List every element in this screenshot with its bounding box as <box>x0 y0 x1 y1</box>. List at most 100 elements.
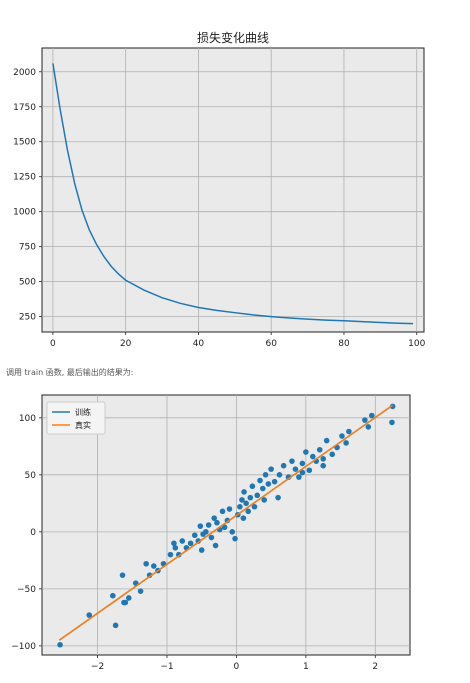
regression-y-tick-label: 0 <box>30 528 36 538</box>
scatter-point <box>122 599 129 606</box>
scatter-point <box>219 508 226 515</box>
scatter-point <box>221 524 228 531</box>
scatter-point <box>369 412 375 419</box>
scatter-point <box>57 641 63 648</box>
scatter-point <box>320 456 327 462</box>
scatter-point <box>254 492 261 499</box>
scatter-point <box>389 403 396 410</box>
regression-x-tick-label: −1 <box>160 662 173 672</box>
scatter-point <box>320 462 327 469</box>
scatter-point <box>346 428 352 435</box>
loss-grid <box>42 48 424 332</box>
scatter-point <box>268 466 274 472</box>
scatter-point <box>241 489 247 495</box>
scatter-point <box>212 542 219 549</box>
scatter-point <box>198 547 205 553</box>
regression-x-tick-label: 0 <box>234 662 240 672</box>
scatter-point <box>299 469 306 476</box>
regression-y-tick-label: 100 <box>19 414 36 424</box>
regression-x-tick-label: 2 <box>372 662 378 672</box>
loss-x-ticks: 0 20 40 60 80 100 <box>50 332 426 349</box>
scatter-point <box>125 595 132 601</box>
scatter-point <box>146 572 153 578</box>
regression-y-tick-label: 50 <box>25 471 37 481</box>
scatter-point <box>119 572 126 578</box>
scatter-point <box>226 506 233 512</box>
scatter-point <box>179 538 186 544</box>
scatter-point <box>251 503 258 510</box>
scatter-point <box>257 477 263 484</box>
scatter-point <box>240 515 247 521</box>
scatter-point <box>214 519 220 526</box>
scatter-point <box>197 523 204 529</box>
regression-y-tick-label: −50 <box>17 585 36 595</box>
scatter-point <box>237 503 243 510</box>
scatter-point <box>187 540 194 547</box>
scatter-point <box>362 417 368 423</box>
loss-y-tick-label: 1750 <box>13 103 36 113</box>
scatter-point <box>289 458 295 464</box>
loss-series-line <box>52 63 414 325</box>
loss-x-tick-label: 40 <box>193 339 205 349</box>
scatter-point <box>211 515 217 521</box>
scatter-point <box>265 481 272 487</box>
loss-x-tick-label: 100 <box>408 339 425 349</box>
regression-chart: −2 −1 0 1 2 −100 −50 0 50 100 训练 真实 <box>0 380 470 683</box>
scatter-point <box>280 462 287 469</box>
scatter-point <box>150 563 157 569</box>
legend-box <box>46 401 106 435</box>
regression-x-tick-label: 1 <box>303 662 309 672</box>
scatter-point <box>239 497 245 503</box>
loss-y-tick-label: 750 <box>19 243 36 253</box>
scatter-point <box>343 440 349 446</box>
scatter-point <box>292 466 299 472</box>
regression-x-ticks: −2 −1 0 1 2 <box>91 655 378 672</box>
scatter-point <box>271 478 278 485</box>
true-line <box>58 404 394 641</box>
loss-chart: 损失变化曲线 0 20 40 60 80 100 250 500 750 1000 1250 150… <box>13 30 426 349</box>
scatter-point <box>191 532 198 539</box>
scatter-point <box>137 588 144 594</box>
scatter-point <box>365 424 372 430</box>
scatter-point <box>208 534 215 541</box>
scatter-point <box>275 494 281 501</box>
scatter-point <box>309 453 316 460</box>
regression-y-ticks: −100 −50 0 50 100 <box>11 414 42 652</box>
scatter-point <box>232 535 238 542</box>
scatter-point <box>389 419 395 426</box>
scatter-point <box>245 508 252 515</box>
loss-y-tick-label: 1500 <box>13 138 36 148</box>
scatter-point <box>112 622 119 629</box>
scatter-point <box>260 485 266 492</box>
scatter-point <box>276 472 283 478</box>
scatter-point <box>172 545 179 551</box>
loss-y-tick-label: 2000 <box>13 68 36 78</box>
scatter-point <box>167 551 174 558</box>
loss-y-ticks: 250 500 750 1000 1250 1500 1750 2000 <box>13 68 42 323</box>
loss-y-tick-label: 1250 <box>13 173 36 183</box>
scatter-point <box>143 560 149 567</box>
caption-text: 调用 train 函数, 最后输出的结果为: <box>6 368 134 377</box>
scatter-point <box>339 433 345 439</box>
regression-x-tick-label: −2 <box>91 662 104 672</box>
regression-y-tick-label: −100 <box>11 642 36 652</box>
scatter-point <box>203 529 209 535</box>
scatter-point <box>195 538 202 544</box>
scatter-point <box>316 446 323 453</box>
scatter-point <box>110 592 116 599</box>
legend: 训练 真实 <box>46 401 106 435</box>
scatter-point <box>306 467 313 474</box>
loss-x-tick-label: 60 <box>265 339 277 349</box>
scatter-point <box>229 529 236 535</box>
loss-y-tick-label: 500 <box>19 278 36 288</box>
scatter-point <box>303 449 309 455</box>
scatter-point <box>86 612 93 618</box>
scatter-point <box>171 540 177 547</box>
scatter-point <box>175 551 182 558</box>
loss-chart-title: 损失变化曲线 <box>197 30 269 45</box>
scatter-point <box>323 437 330 444</box>
regression-grid <box>42 395 410 655</box>
loss-y-tick-label: 250 <box>19 313 36 323</box>
scatter-point <box>261 497 267 503</box>
